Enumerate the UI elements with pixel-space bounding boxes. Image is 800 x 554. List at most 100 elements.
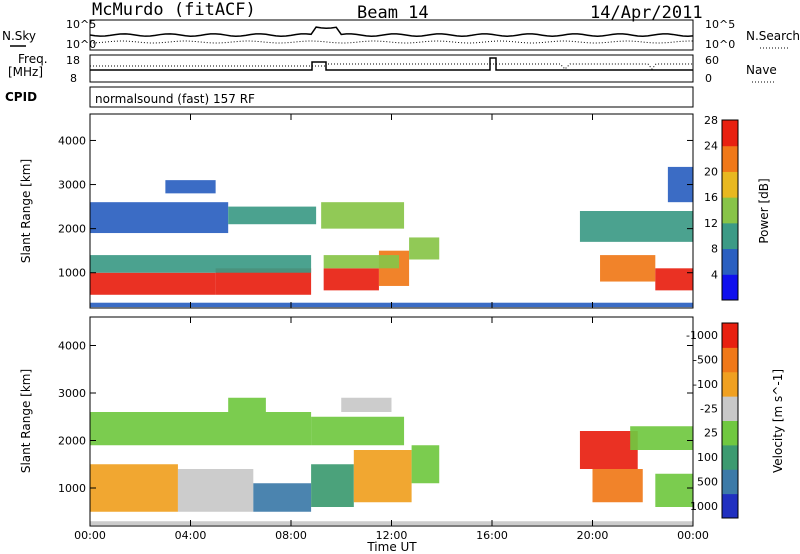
nave-trace [90, 63, 693, 70]
velocity-region-12 [630, 426, 693, 450]
power-ytick-label-0: 1000 [58, 267, 86, 280]
velocity-xtick-label-4: 16:00 [476, 529, 508, 542]
power-colorbar-swatch-5 [722, 145, 738, 172]
velocity-region-3 [311, 464, 354, 507]
velocity-colorbar-tick-2: 100 [697, 451, 718, 464]
cpid-text: normalsound (fast) 157 RF [95, 92, 255, 106]
power-region-12 [600, 255, 656, 282]
velocity-region-9 [341, 397, 392, 412]
velocity-colorbar-swatch-5 [722, 371, 738, 397]
freq-unit-label: [MHz] [8, 65, 43, 79]
velocity-region-2 [253, 483, 312, 512]
time-axis-label: Time UT [366, 540, 417, 554]
power-region-8 [228, 206, 317, 225]
power-region-4 [409, 237, 440, 260]
noise-tick-left-bottom: 10^0 [66, 38, 96, 51]
velocity-colorbar-tick-7: -1000 [686, 329, 718, 342]
nave-tick-bottom: 0 [705, 72, 712, 85]
power-region-10 [165, 180, 216, 194]
freq-tick-top: 18 [66, 54, 80, 67]
power-region-0 [90, 272, 216, 295]
velocity-region-8 [228, 397, 266, 412]
date-title: 14/Apr/2011 [590, 3, 703, 23]
velocity-region-4 [353, 450, 412, 503]
nsearch-label: N.Search [746, 29, 800, 43]
velocity-xtick-label-5: 20:00 [577, 529, 609, 542]
velocity-xtick-label-1: 04:00 [175, 529, 207, 542]
freq-panel: Freq. [MHz] 18 8 60 0 Nave [8, 52, 777, 85]
freq-tick-bottom: 8 [70, 72, 77, 85]
power-colorbar-tick-6: 28 [704, 114, 718, 127]
velocity-region-10 [579, 431, 638, 469]
velocity-colorbar-tick-5: -100 [693, 378, 718, 391]
power-colorbar-swatch-6 [722, 120, 738, 147]
nave-tick-top: 60 [705, 54, 719, 67]
velocity-xtick-label-3: 12:00 [376, 529, 408, 542]
velocity-region-1 [177, 469, 254, 512]
velocity-data-cells [90, 397, 693, 526]
power-colorbar-frame [721, 119, 739, 301]
power-colorbar-swatch-0 [722, 274, 738, 301]
power-colorbar-tick-0: 4 [711, 268, 718, 281]
velocity-colorbar-frame [721, 322, 739, 519]
power-region-7 [90, 202, 229, 234]
velocity-ytick-label-3: 4000 [58, 340, 86, 353]
velocity-ytick-label-2: 3000 [58, 387, 86, 400]
freq-panel-frame [89, 54, 694, 83]
velocity-colorbar-swatch-3 [722, 420, 738, 446]
power-ytick-label-2: 3000 [58, 179, 86, 192]
power-colorbar-swatch-2 [722, 222, 738, 250]
velocity-colorbar-swatch-4 [722, 396, 738, 421]
power-colorbar-swatch-3 [722, 197, 738, 224]
velocity-region-6 [90, 412, 312, 446]
velocity-colorbar-tick-0: 1000 [690, 500, 718, 513]
nsky-label: N.Sky [2, 29, 36, 43]
velocity-colorbar: 1000 500 100 25 -25 -100 -500 -1000 [686, 322, 739, 519]
nsky-trace [89, 26, 694, 37]
velocity-panel: 1000 2000 3000 4000 00:00 04:00 08:00 12:00 16:0… [19, 316, 785, 542]
velocity-colorbar-label: Velocity [m s^-1] [771, 369, 785, 473]
station-title: McMurdo (fitACF) [92, 0, 256, 20]
power-colorbar-label: Power [dB] [757, 178, 771, 243]
velocity-colorbar-tick-4: -25 [700, 402, 718, 415]
velocity-axes: 1000 2000 3000 4000 00:00 04:00 08:00 12:00 16:0… [58, 317, 709, 542]
power-colorbar-tick-2: 12 [704, 217, 718, 230]
noise-tick-right-bottom: 10^0 [705, 38, 735, 51]
power-colorbar-tick-5: 24 [704, 140, 718, 153]
velocity-xtick-label-2: 08:00 [275, 529, 307, 542]
power-data-cells [90, 166, 693, 308]
power-region-9 [321, 202, 405, 229]
velocity-region-13 [655, 473, 693, 507]
cpid-panel-frame [89, 86, 694, 108]
velocity-xtick-label-0: 00:00 [74, 529, 106, 542]
velocity-region-11 [592, 469, 643, 503]
power-axes: 1000 2000 3000 4000 [58, 114, 694, 308]
velocity-colorbar-tick-1: 500 [697, 475, 718, 488]
freq-label: Freq. [18, 52, 48, 66]
noise-tick-right-top: 10^5 [705, 18, 735, 31]
velocity-ylabel: Slant Range [km] [19, 369, 33, 473]
power-colorbar-swatch-1 [722, 248, 738, 275]
velocity-colorbar-tick-6: -500 [693, 354, 718, 367]
velocity-colorbar-swatch-6 [722, 347, 738, 373]
velocity-colorbar-swatch-2 [722, 444, 738, 470]
velocity-region-5 [411, 445, 440, 484]
nave-label: Nave [746, 63, 777, 77]
velocity-colorbar-tick-3: 25 [704, 427, 718, 440]
power-colorbar-swatch-4 [722, 171, 738, 198]
power-region-6 [323, 255, 400, 269]
power-region-5 [90, 255, 312, 273]
power-colorbar-tick-1: 8 [711, 243, 718, 256]
noise-tick-left-top: 10^5 [66, 18, 96, 31]
nsearch-trace [89, 40, 694, 44]
power-panel: 1000 2000 3000 4000 Slant Range [km] 4 8 12 16… [19, 113, 771, 309]
velocity-colorbar-swatch-1 [722, 469, 738, 495]
power-region-13 [655, 268, 693, 291]
noise-panel: N.Sky 10^5 10^0 10^5 10^0 N.Search [2, 18, 800, 51]
velocity-region-0 [90, 464, 178, 512]
power-ytick-label-1: 2000 [58, 223, 86, 236]
velocity-ytick-label-0: 1000 [58, 482, 86, 495]
power-region-11 [579, 211, 693, 242]
velocity-region-7 [311, 416, 405, 446]
